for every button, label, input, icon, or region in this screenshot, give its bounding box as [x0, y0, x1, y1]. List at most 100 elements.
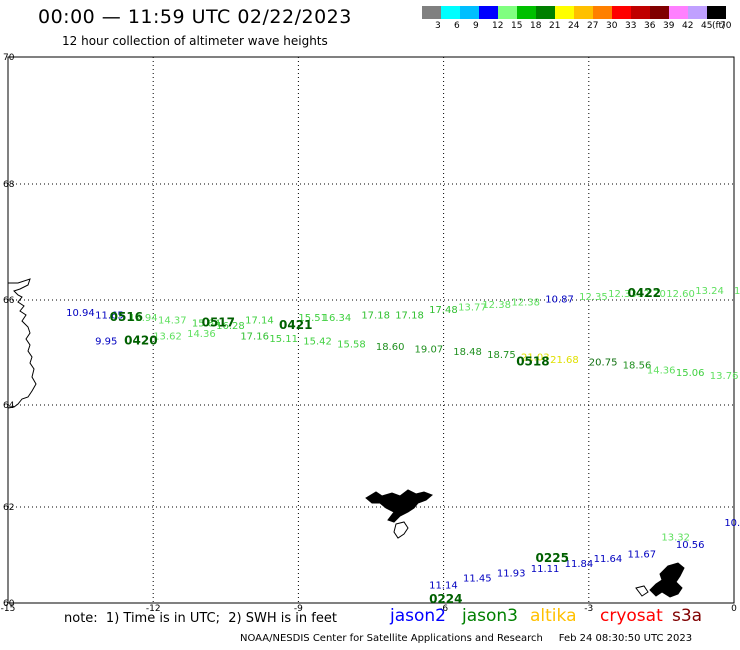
- time-label: 0517: [202, 315, 235, 329]
- scale-unit: (ft): [712, 21, 726, 31]
- lat-tick-label: 66: [3, 296, 15, 306]
- shetland-islet: [635, 585, 649, 597]
- swh-label: 11.84: [565, 559, 594, 570]
- scale-label: 21: [549, 21, 561, 31]
- swh-label: 12.70: [637, 289, 666, 300]
- swh-label: 16.28: [216, 321, 245, 332]
- swh-label: 12.94: [129, 313, 158, 324]
- swh-label: 13.62: [153, 331, 182, 342]
- iceland-coastline: [7, 278, 37, 409]
- swh-label: 12.33: [608, 289, 637, 300]
- swh-label: 11.65: [95, 310, 124, 321]
- swh-label: 15.06: [676, 368, 705, 379]
- scale-swatch: [612, 6, 631, 19]
- lon-tick-label: -12: [146, 604, 161, 614]
- swh-label: 13.32: [661, 533, 690, 544]
- swh-label: 16.34: [323, 313, 352, 324]
- swh-label: 11.64: [594, 554, 623, 565]
- swh-label: 17.14: [245, 316, 274, 327]
- swh-label: 17.48: [429, 305, 458, 316]
- lat-tick-label: 60: [3, 599, 15, 609]
- scale-label: 42: [682, 21, 694, 31]
- time-label: 0516: [110, 310, 143, 324]
- swh-label: 10.94: [66, 308, 95, 319]
- legend-cryosat: cryosat: [600, 606, 663, 626]
- swh-label: 13.76: [710, 371, 739, 382]
- faroe-islet-south: [393, 521, 409, 539]
- swh-label: 11.67: [628, 549, 657, 560]
- axis-ticks: -15 -12 -9 -6 -3 0 70 68 66 64 62 60: [1, 53, 737, 614]
- swh-label: 10.56: [724, 518, 740, 529]
- swh-label: 13.77: [458, 303, 487, 314]
- swh-label: 18.56: [623, 360, 652, 371]
- swh-label: 15.51: [298, 313, 327, 324]
- lat-tick-label: 62: [3, 503, 14, 513]
- swh-label: 17.16: [240, 331, 269, 342]
- lon-tick-label: -15: [1, 604, 16, 614]
- page-title: 00:00 — 11:59 UTC 02/22/2023: [38, 6, 352, 28]
- swh-color-scale: 3 6 9 12 15 18 21 24 27 30 33 36 39 42 45 70 (ft): [0, 0, 740, 40]
- plot-frame: [7, 56, 735, 604]
- swh-label: 15.84: [192, 318, 221, 329]
- scale-label: 33: [625, 21, 637, 31]
- scale-swatch: [688, 6, 707, 19]
- scale-swatch: [517, 6, 536, 19]
- scale-label: 39: [663, 21, 675, 31]
- scale-swatch: [479, 6, 498, 19]
- swh-label: 12.38: [482, 300, 511, 311]
- time-label: 0421: [279, 318, 312, 332]
- lon-tick-label: 0: [731, 604, 737, 614]
- scale-label: 6: [454, 21, 460, 31]
- swh-label: 21.03: [521, 352, 550, 363]
- scale-swatch: [650, 6, 669, 19]
- swh-label: 21.68: [550, 355, 579, 366]
- swh-label: 11.93: [497, 569, 526, 580]
- swh-label: 11.14: [429, 581, 458, 592]
- legend-jason3: jason3: [462, 606, 518, 626]
- lon-tick-label: -3: [584, 604, 593, 614]
- scale-swatch: [498, 6, 517, 19]
- shetland-islands: [649, 562, 685, 598]
- lat-tick-label: 68: [3, 180, 15, 190]
- swh-label: 18.60: [376, 342, 405, 353]
- time-label-layer: 0516 0420 0517 0421 0518 0422 0225 0224: [110, 286, 661, 606]
- swh-label: 10.56: [676, 540, 705, 551]
- lat-tick-label: 64: [3, 401, 15, 411]
- swh-label: 12.38: [511, 297, 540, 308]
- scale-swatch: [593, 6, 612, 19]
- credit-line: NOAA/NESDIS Center for Satellite Applica…: [240, 633, 693, 644]
- swh-label: 12.68: [734, 286, 740, 297]
- time-label: 0224: [429, 592, 462, 606]
- time-label: 0420: [124, 334, 157, 348]
- swh-label: 19.07: [415, 345, 444, 356]
- scale-label: 70: [720, 21, 732, 31]
- scale-label: 18: [530, 21, 542, 31]
- faroe-islands: [365, 489, 433, 523]
- scale-swatch: [669, 6, 688, 19]
- time-label: 0518: [516, 355, 549, 369]
- scale-label: 3: [435, 21, 441, 31]
- swh-label: 15.11: [269, 334, 298, 345]
- scale-swatch: [574, 6, 593, 19]
- swh-label: 18.48: [453, 347, 482, 358]
- lon-tick-label: -9: [294, 604, 303, 614]
- swh-label: 9.95: [95, 337, 117, 348]
- scale-swatch: [460, 6, 479, 19]
- scale-label: 9: [473, 21, 479, 31]
- swh-label: 17.18: [361, 310, 390, 321]
- swh-label: 11.45: [463, 573, 492, 584]
- footer-note: note: 1) Time is in UTC; 2) SWH is in fe…: [64, 611, 337, 626]
- scale-swatch: [422, 6, 441, 19]
- scale-label: 45: [701, 21, 713, 31]
- swh-label: 20.75: [589, 358, 618, 369]
- scale-label: 24: [568, 21, 580, 31]
- time-label: 0225: [536, 551, 569, 565]
- scale-swatch: [555, 6, 574, 19]
- swh-label: 14.36: [647, 366, 676, 377]
- swh-label: 14.37: [158, 316, 187, 327]
- swh-label: 12.60: [666, 289, 695, 300]
- swh-label: 13.24: [695, 286, 724, 297]
- scale-swatch: [536, 6, 555, 19]
